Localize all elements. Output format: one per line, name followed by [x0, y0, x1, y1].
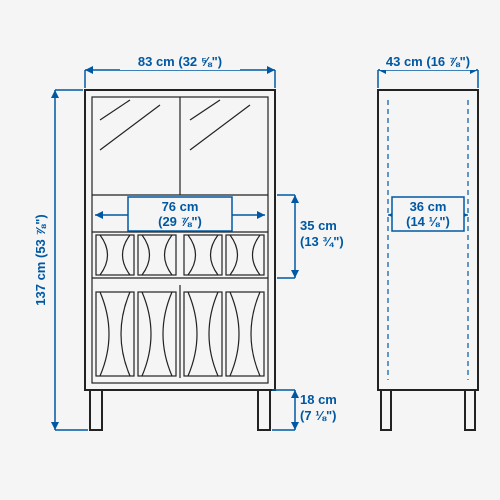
dim-inner-height: 35 cm (13 ¾")	[277, 195, 354, 278]
side-width-cm: 43 cm	[386, 54, 423, 69]
side-view: 43 cm (16 ⅞") 36 cm (14 ⅛")	[378, 52, 478, 430]
dimension-diagram: 83 cm (32 ⅝") 137 cm (53 ⅞") 76 cm	[0, 0, 500, 500]
svg-text:36 cm: 36 cm	[410, 199, 447, 214]
dim-side-width: 43 cm (16 ⅞")	[378, 52, 478, 88]
dim-front-height: 137 cm (53 ⅞")	[18, 90, 88, 430]
front-height-cm: 137 cm	[33, 262, 48, 306]
dim-leg-height: 18 cm (7 ⅛")	[272, 390, 337, 430]
side-inner-in: (14 ⅛")	[406, 214, 450, 229]
svg-text:83 cm (32 ⅝"): 83 cm (32 ⅝")	[138, 54, 222, 69]
dim-front-width: 83 cm (32 ⅝")	[85, 52, 275, 88]
inner-width-cm: 76 cm	[162, 199, 199, 214]
front-height-in: (53 ⅞")	[33, 214, 48, 258]
leg-height-in: (7 ⅛")	[300, 408, 337, 423]
side-inner-cm: 36 cm	[410, 199, 447, 214]
svg-text:137 cm (53 ⅞"): 137 cm (53 ⅞")	[33, 214, 48, 305]
svg-text:43 cm (16 ⅞"): 43 cm (16 ⅞")	[386, 54, 470, 69]
front-width-cm: 83 cm	[138, 54, 175, 69]
svg-text:(14 ⅛"): (14 ⅛")	[406, 214, 450, 229]
dim-side-inner: 36 cm (14 ⅛")	[388, 197, 468, 231]
inner-width-in: (29 ⅞")	[158, 214, 202, 229]
svg-text:(29 ⅞"): (29 ⅞")	[158, 214, 202, 229]
svg-text:35 cm: 35 cm	[300, 218, 337, 233]
front-view: 83 cm (32 ⅝") 137 cm (53 ⅞") 76 cm	[18, 52, 354, 430]
inner-height-in: (13 ¾")	[300, 234, 344, 249]
leg-height-cm: 18 cm	[300, 392, 337, 407]
svg-text:18 cm: 18 cm	[300, 392, 337, 407]
front-width-in: (32 ⅝")	[178, 54, 222, 69]
svg-text:76 cm: 76 cm	[162, 199, 199, 214]
side-width-in: (16 ⅞")	[426, 54, 470, 69]
svg-text:(13 ¾"): (13 ¾")	[300, 234, 344, 249]
svg-text:(7 ⅛"): (7 ⅛")	[300, 408, 337, 423]
inner-height-cm: 35 cm	[300, 218, 337, 233]
